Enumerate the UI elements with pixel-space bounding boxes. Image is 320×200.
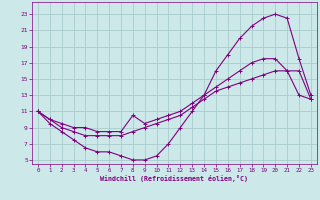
X-axis label: Windchill (Refroidissement éolien,°C): Windchill (Refroidissement éolien,°C) [100, 175, 248, 182]
